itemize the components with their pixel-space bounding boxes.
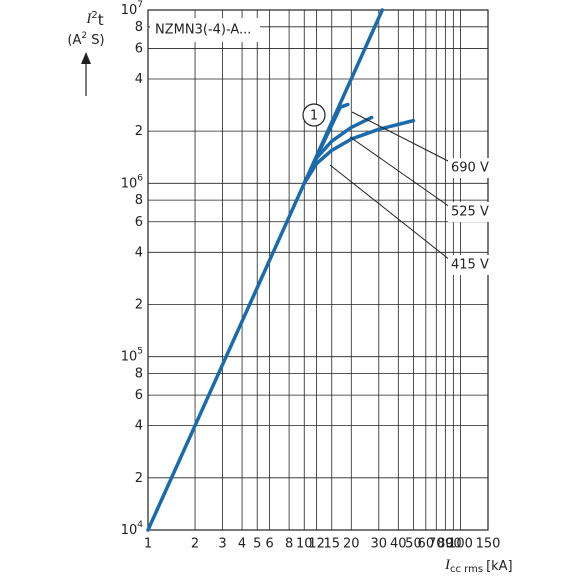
y-tick-label: 107: [121, 0, 143, 18]
leader-line: [349, 136, 451, 208]
y-unit-a: (A: [67, 33, 81, 48]
y-tick-label-base: 8: [135, 19, 143, 34]
series-line: [302, 118, 416, 186]
y-tick-label-base: 10: [121, 3, 138, 18]
x-label-unit: [kA]: [486, 559, 513, 574]
x-tick-label: 30: [371, 537, 388, 552]
y-tick-label: 4: [135, 245, 143, 260]
y-tick-label: 105: [121, 346, 143, 364]
x-tick-label: 10: [296, 537, 313, 552]
y-tick-label-base: 2: [135, 124, 143, 139]
y-tick-label: 106: [121, 173, 144, 191]
legend-label: 415 V: [451, 258, 489, 273]
y-tick-label-sup: 6: [137, 173, 143, 183]
y-tick-label-base: 2: [135, 297, 143, 312]
y-tick-label: 8: [135, 366, 143, 381]
y-tick-label-base: 10: [121, 176, 138, 191]
y-tick-label: 4: [135, 418, 143, 433]
x-label-sub: cc rms: [450, 564, 483, 575]
leader-line: [351, 111, 451, 163]
y-tick-label-sup: 4: [137, 520, 143, 530]
y-tick-label: 104: [121, 520, 144, 538]
y-unit: (A2 S): [67, 31, 104, 48]
y-tick-label: 2: [135, 470, 143, 485]
y-tick-label-base: 2: [135, 470, 143, 485]
x-tick-label: 2: [191, 537, 199, 552]
x-tick-label: 3: [218, 537, 226, 552]
legend-bg: [448, 202, 490, 222]
x-tick-label: 12: [308, 537, 325, 552]
y-unit-rest: S): [87, 33, 104, 48]
x-tick-label: 80: [437, 537, 454, 552]
x-tick-label: 150: [476, 537, 501, 552]
chart-title: NZMN3(-4)-A...: [155, 23, 251, 38]
x-tick-label: 20: [343, 537, 360, 552]
series-line: [146, 8, 385, 532]
x-tick-label: 15: [323, 537, 340, 552]
y-tick-label: 8: [135, 193, 143, 208]
legend-bg: [448, 158, 490, 178]
y-tick-label-base: 4: [135, 418, 143, 433]
legend-label: 690 V: [451, 161, 489, 176]
leader-line: [329, 164, 451, 261]
y-tick-label-base: 4: [135, 245, 143, 260]
x-tick-label: 6: [265, 537, 273, 552]
x-tick-label: 50: [405, 537, 422, 552]
y-label-rest: t: [98, 11, 104, 29]
x-label: Icc rms [kA]: [444, 557, 513, 575]
y-tick-label-base: 8: [135, 193, 143, 208]
y-tick-label-base: 6: [135, 388, 143, 403]
legend-bg: [448, 255, 490, 275]
x-tick-label: 100: [448, 537, 473, 552]
y-arrow-head: [81, 52, 91, 64]
y-unit-sup: 2: [81, 31, 87, 41]
y-tick-label: 6: [135, 41, 143, 56]
y-tick-label-base: 10: [121, 349, 138, 364]
x-label-symbol: I: [444, 557, 451, 573]
plot-frame: [147, 9, 489, 531]
y-tick-label: 2: [135, 124, 143, 139]
y-tick-label: 6: [135, 388, 143, 403]
y-tick-label: 2: [135, 297, 143, 312]
x-tick-label: 60: [418, 537, 435, 552]
y-tick-label-base: 6: [135, 214, 143, 229]
x-tick-label: 1: [144, 537, 152, 552]
x-tick-label: 5: [253, 537, 261, 552]
x-tick-label: 90: [445, 537, 462, 552]
y-label: I2t: [85, 10, 103, 29]
title-bg: [150, 18, 260, 42]
y-tick-label: 8: [135, 19, 143, 34]
y-label-sup: 2: [91, 10, 97, 21]
y-tick-label: 6: [135, 214, 143, 229]
y-tick-label-base: 10: [121, 523, 138, 538]
y-tick-label-base: 4: [135, 71, 143, 86]
x-tick-label: 4: [238, 537, 246, 552]
marker-label: 1: [310, 109, 318, 124]
y-tick-label-base: 8: [135, 366, 143, 381]
y-tick-label: 4: [135, 71, 143, 86]
x-tick-label: 8: [285, 537, 293, 552]
x-tick-label: 70: [428, 537, 445, 552]
x-tick-label: 40: [390, 537, 407, 552]
y-label-symbol: I: [85, 11, 92, 27]
marker-circle: [302, 103, 326, 127]
series-line: [302, 115, 374, 186]
legend-label: 525 V: [451, 205, 489, 220]
y-tick-label-sup: 7: [137, 0, 143, 10]
y-tick-label-sup: 5: [137, 346, 143, 356]
y-tick-label-base: 6: [135, 41, 143, 56]
